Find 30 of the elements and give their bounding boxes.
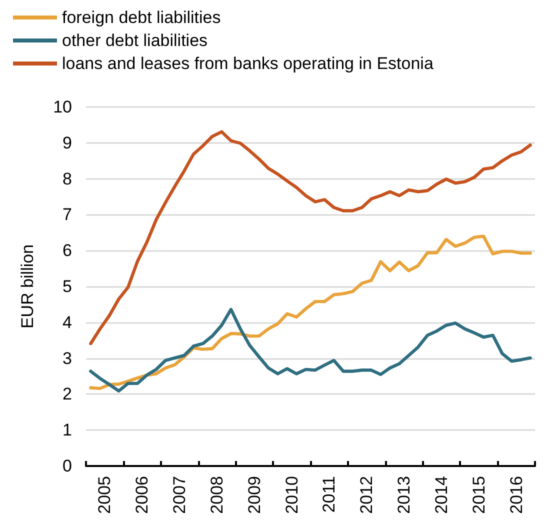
line-series [89,130,532,346]
y-tick-label: 7 [62,205,72,224]
x-tick-label: 2013 [394,476,414,514]
x-tick-label: 2015 [469,476,488,514]
y-tick-label: 6 [62,241,72,260]
x-tick-label: 2012 [357,476,376,514]
y-tick-label: 8 [62,169,72,188]
legend-label: loans and leases from banks operating in Estonia [62,54,434,73]
x-tick-label: 2005 [95,476,114,514]
y-tick-label: 5 [62,277,72,296]
y-tick-label: 3 [62,348,72,368]
legend-label: foreign debt liabilities [62,8,221,27]
x-tick-label: 2006 [132,476,152,514]
y-tick-label: 9 [62,133,72,152]
line-series [89,234,532,390]
y-tick-label: 4 [62,312,72,332]
y-tick-label: 10 [53,98,72,116]
x-tick-label: 2016 [506,476,526,514]
x-tick-label: 2008 [207,476,226,514]
legend-label: other debt liabilities [62,31,208,50]
y-tick-label: 2 [62,384,72,404]
y-tick-label: 1 [62,420,72,440]
x-tick-label: 2007 [170,476,190,514]
x-tick-label: 2010 [282,476,302,514]
x-tick-label: 2011 [320,476,339,513]
y-axis-title: EUR billion [18,244,37,329]
x-tick-label: 2009 [244,476,264,514]
x-tick-label: 2014 [432,476,451,514]
line-series [89,308,532,393]
y-tick-label: 0 [62,456,72,476]
